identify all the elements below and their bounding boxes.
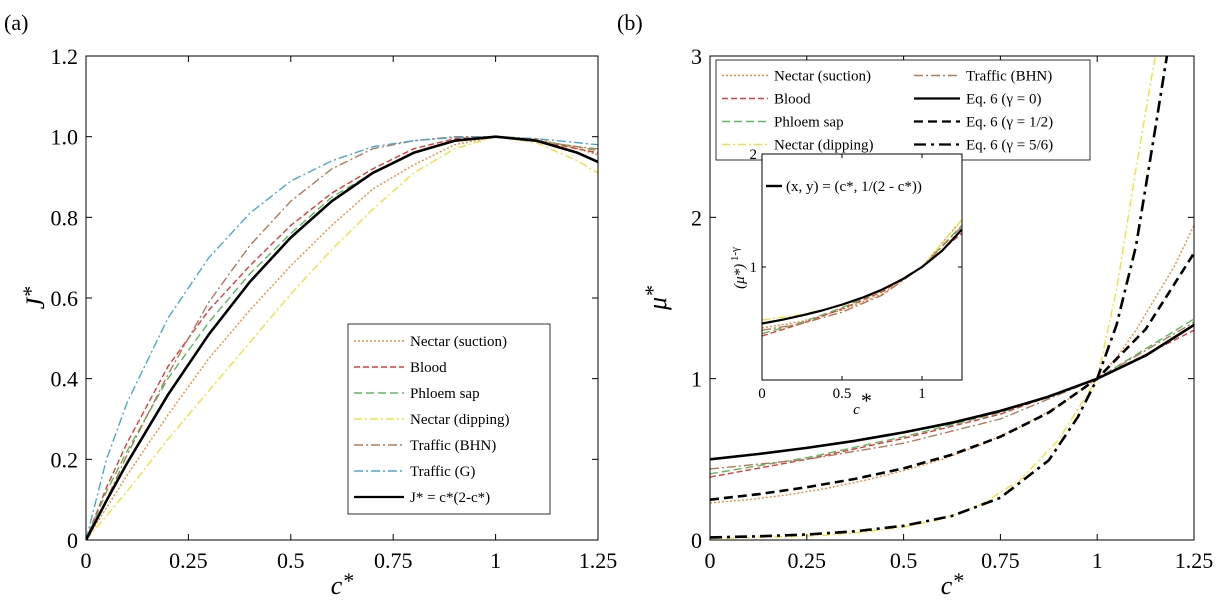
legend-label-blood: Blood: [410, 360, 447, 376]
legend-label-phloem-sap: Phloem sap: [774, 115, 844, 131]
y-tick-label: 0: [67, 528, 78, 553]
series-traffic-bhn: [710, 321, 1194, 470]
inset-y-axis-label: (μ*) 1-γ: [729, 247, 748, 289]
legend-label-eq-6-1-2: Eq. 6 (γ = 1/2): [966, 115, 1053, 131]
y-axis-label: J*: [18, 287, 50, 310]
x-tick-label: 1: [918, 386, 926, 402]
chart-a: 0 0.25 0.5 0.75 1 1.25 0 0.2 0.4 0.6 0.8 1.0 1.2 c* J*…: [18, 44, 617, 600]
series-eq-6-1-2: [710, 252, 1194, 501]
x-tick-label: 1.25: [1175, 548, 1214, 573]
panel-label-a: (a): [4, 10, 28, 35]
series-traffic-bhn: [762, 225, 962, 331]
y-tick-label: 1: [750, 260, 758, 276]
series-nectar-dipping: [86, 135, 598, 540]
y-tick-label: 2: [691, 205, 702, 230]
legend-label-blood: Blood: [774, 92, 811, 108]
series-phloem-sap: [710, 318, 1194, 475]
legend-label-eq-6-0: Eq. 6 (γ = 0): [966, 92, 1042, 108]
x-tick-label: 1: [490, 548, 501, 573]
legend-label-traffic-bhn: Traffic (BHN): [966, 69, 1052, 85]
axes-frame: [709, 55, 1195, 541]
x-tick-label: 0: [758, 386, 766, 402]
legend-label-eq-6-5-6: Eq. 6 (γ = 5/6): [966, 138, 1053, 154]
series-nectar-suction: [762, 219, 962, 329]
legend-label-j-c-2-c: J* = c*(2-c*): [410, 490, 490, 506]
series-nectar-dipping: [710, 56, 1156, 540]
legend-label-traffic-g: Traffic (G): [410, 464, 475, 480]
x-tick-label: 0.75: [981, 548, 1020, 573]
y-tick-label: 0.8: [51, 205, 79, 230]
x-tick-label: 0.25: [788, 548, 827, 573]
x-tick-label: 0.5: [277, 548, 305, 573]
y-tick-label: 1.2: [51, 44, 79, 69]
x-tick-label: 0.75: [374, 548, 413, 573]
y-tick-label: 0.6: [51, 286, 79, 311]
y-tick-label: 0.4: [51, 367, 79, 392]
series-eq-6-0: [710, 323, 1194, 461]
y-tick-label: 1: [691, 367, 702, 392]
legend-label-nectar-dipping: Nectar (dipping): [410, 412, 510, 428]
chart-b-inset: 0 0.5 1 1 2 c* (μ*) 1-γ (x, y) = (c*, 1/(2 - c*…: [729, 147, 963, 418]
legend-label-phloem-sap: Phloem sap: [410, 386, 480, 402]
x-tick-label: 1: [1092, 548, 1103, 573]
series-traffic-g: [86, 135, 598, 540]
x-tick-label: 0.5: [890, 548, 918, 573]
y-tick-label: 3: [691, 44, 702, 69]
x-tick-label: 0.5: [833, 386, 852, 402]
plot-area: [762, 154, 962, 380]
y-tick-label: 2: [750, 147, 758, 163]
legend-label-nectar-suction: Nectar (suction): [410, 334, 507, 350]
x-axis-label: c*: [941, 568, 964, 600]
series-nectar-suction: [86, 135, 598, 540]
x-tick-label: 0: [705, 548, 716, 573]
series-j-c-2-c: [86, 135, 598, 540]
y-tick-label: 0.2: [51, 447, 79, 472]
legend-label-traffic-bhn: Traffic (BHN): [410, 438, 496, 454]
y-tick-label: 0: [691, 528, 702, 553]
inset-x-axis-label: c*: [853, 388, 871, 418]
x-tick-label: 0.25: [169, 548, 208, 573]
series-eq-6-5-6: [710, 56, 1169, 539]
x-tick-label: 1.25: [579, 548, 618, 573]
panel-label-b: (b): [617, 10, 643, 35]
legend-label-nectar-suction: Nectar (suction): [774, 69, 871, 85]
y-tick-label: 1.0: [51, 125, 79, 150]
x-tick-label: 0: [81, 548, 92, 573]
inset-legend-label: (x, y) = (c*, 1/(2 - c*)): [786, 179, 922, 195]
x-axis-label: c*: [331, 568, 354, 600]
legend-box: [715, 59, 1091, 161]
y-axis-label: μ*: [640, 286, 672, 311]
series-nectar-suction: [710, 225, 1194, 504]
series-x-y-c-1-2-c: [762, 228, 962, 325]
legend-label-nectar-dipping: Nectar (dipping): [774, 138, 874, 154]
